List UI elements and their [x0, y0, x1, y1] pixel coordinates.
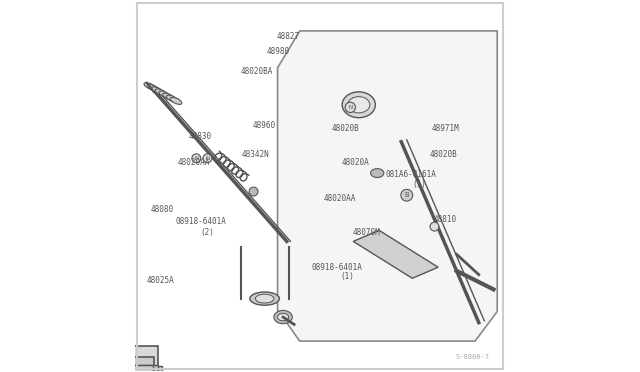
Bar [113, 346, 158, 372]
Bar [22, 222, 53, 260]
Text: N: N [195, 156, 198, 161]
Ellipse shape [278, 313, 289, 321]
Ellipse shape [249, 187, 258, 196]
Bar [114, 365, 158, 372]
Text: 48020B: 48020B [332, 124, 360, 133]
Polygon shape [353, 230, 438, 278]
Ellipse shape [166, 95, 178, 102]
Text: 48020BA: 48020BA [240, 67, 273, 76]
Text: 081A6-8161A: 081A6-8161A [385, 170, 436, 179]
Ellipse shape [170, 97, 182, 105]
Text: B: B [404, 192, 409, 198]
Text: (1): (1) [340, 272, 355, 281]
Ellipse shape [371, 169, 384, 177]
Ellipse shape [152, 87, 164, 94]
Ellipse shape [274, 310, 292, 324]
Text: 48980: 48980 [267, 47, 290, 56]
Circle shape [192, 154, 201, 163]
Text: S·8800·7: S·8800·7 [456, 353, 490, 359]
Circle shape [401, 189, 413, 201]
Ellipse shape [148, 85, 160, 92]
Text: 48025A: 48025A [147, 276, 174, 285]
Text: 48070M: 48070M [352, 228, 380, 237]
Ellipse shape [144, 83, 156, 90]
Ellipse shape [159, 91, 171, 98]
Text: 48020AA: 48020AA [324, 195, 356, 203]
Text: 48342N: 48342N [241, 150, 269, 159]
Ellipse shape [430, 222, 439, 231]
Text: 08918-6401A: 08918-6401A [175, 217, 227, 225]
Text: 48020AA: 48020AA [177, 157, 210, 167]
Circle shape [203, 154, 212, 163]
Bar [110, 366, 161, 372]
Bar [118, 357, 154, 372]
Text: 08918-6401A: 08918-6401A [311, 263, 362, 272]
Text: 48810: 48810 [434, 215, 457, 224]
Text: 48020B: 48020B [430, 150, 458, 159]
Ellipse shape [348, 97, 370, 113]
Text: N: N [205, 156, 209, 161]
Ellipse shape [255, 294, 274, 303]
Ellipse shape [156, 89, 167, 96]
Text: 48830: 48830 [188, 132, 212, 141]
Ellipse shape [250, 292, 280, 305]
Text: N: N [348, 105, 353, 110]
Polygon shape [278, 31, 497, 341]
Text: (2): (2) [200, 228, 214, 237]
Text: 48827: 48827 [277, 32, 300, 41]
Text: 48020A: 48020A [341, 157, 369, 167]
Ellipse shape [342, 92, 376, 118]
Ellipse shape [163, 93, 175, 100]
Circle shape [345, 102, 355, 112]
Text: 48971M: 48971M [431, 124, 460, 133]
Bar [120, 365, 152, 372]
Text: (1): (1) [413, 180, 427, 189]
Text: 48960: 48960 [253, 121, 276, 129]
Text: 48080: 48080 [150, 205, 173, 215]
